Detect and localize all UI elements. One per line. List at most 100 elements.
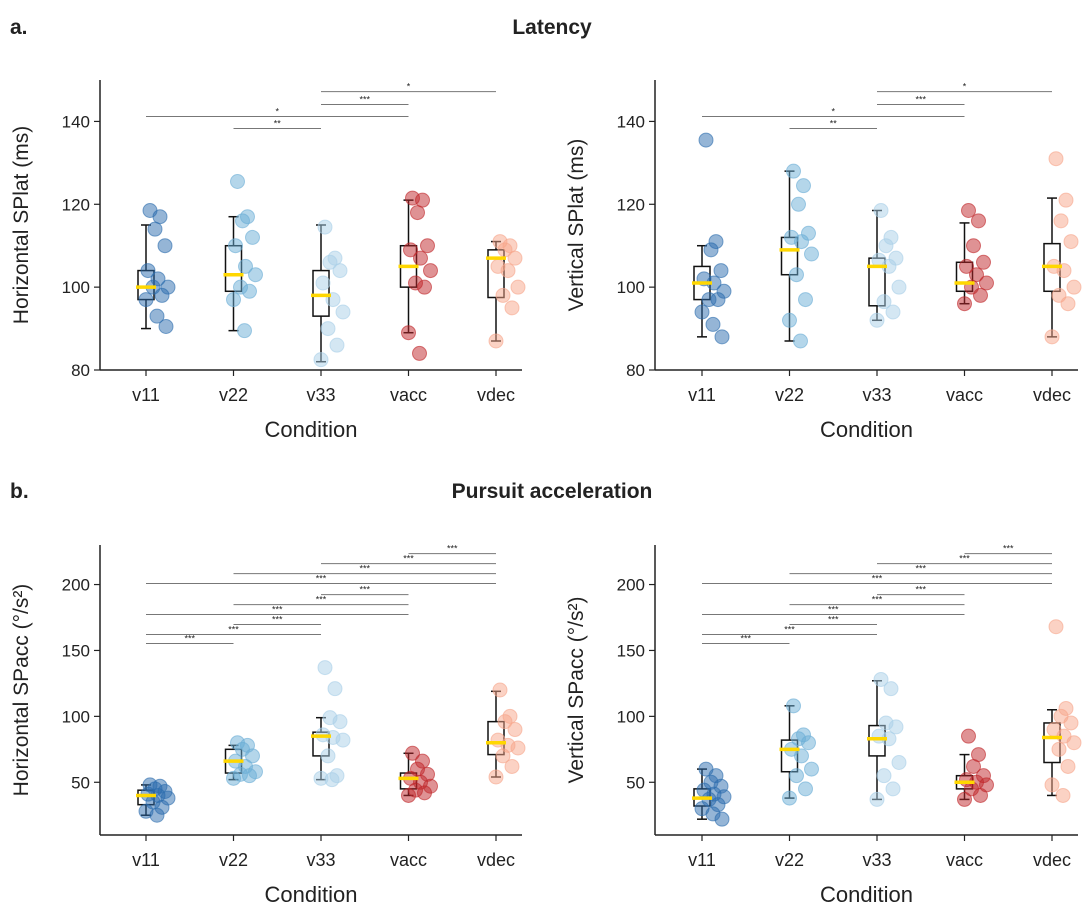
y-tick-label: 100 [62, 278, 90, 297]
data-point [798, 781, 813, 797]
significance-label: *** [915, 585, 926, 595]
data-point [415, 192, 430, 208]
significance-label: * [963, 82, 967, 92]
data-point [401, 787, 416, 803]
significance-label: *** [915, 94, 926, 104]
y-tick-label: 150 [62, 641, 90, 660]
data-point [1044, 777, 1060, 793]
data-point [507, 250, 523, 266]
data-point [327, 681, 343, 697]
data-point [973, 787, 988, 803]
data-point [417, 785, 432, 801]
y-tick-label: 150 [617, 641, 645, 660]
significance-label: * [831, 106, 835, 116]
data-point [510, 279, 526, 295]
section-title: Latency [512, 16, 592, 39]
y-tick-label: 100 [617, 707, 645, 726]
data-point [497, 714, 513, 730]
data-point [242, 768, 257, 784]
significance-label: *** [316, 595, 327, 605]
x-tick-label: vacc [390, 385, 427, 405]
data-point [698, 132, 714, 148]
data-point [320, 321, 336, 337]
data-point [804, 761, 819, 777]
section-letter: a. [10, 16, 28, 39]
data-point [1048, 151, 1064, 167]
data-point [332, 263, 348, 279]
data-point [789, 768, 804, 784]
data-point [237, 323, 252, 339]
data-point [714, 329, 730, 345]
data-point [313, 352, 329, 368]
x-tick-label: v22 [775, 850, 804, 870]
data-point [883, 681, 899, 697]
y-tick-label: 100 [62, 707, 90, 726]
x-tick-label: v33 [306, 385, 335, 405]
significance-label: *** [359, 94, 370, 104]
x-tick-label: vdec [477, 850, 515, 870]
y-tick-label: 200 [62, 576, 90, 595]
significance-label: *** [872, 595, 883, 605]
x-axis-label: Condition [820, 417, 913, 442]
x-tick-label: v33 [862, 385, 891, 405]
data-point [138, 292, 154, 308]
x-tick-label: v22 [219, 850, 248, 870]
data-point [798, 292, 813, 308]
x-tick-label: v11 [132, 385, 160, 405]
data-point [959, 258, 974, 274]
data-point [495, 287, 511, 303]
data-point [245, 229, 260, 245]
data-point [973, 287, 988, 303]
data-point [891, 755, 907, 770]
data-point [335, 732, 351, 748]
data-point [510, 740, 526, 756]
data-point [504, 758, 520, 774]
data-point [873, 671, 889, 687]
y-axis-label: Horizontal SPacc (°/s²) [10, 584, 33, 797]
x-tick-label: vacc [946, 850, 983, 870]
data-point [157, 238, 173, 254]
significance-label: *** [359, 585, 370, 595]
y-axis-label: Vertical SPacc (°/s²) [565, 597, 588, 784]
significance-label: *** [1003, 544, 1014, 554]
data-point [793, 333, 808, 349]
data-point [1058, 192, 1074, 208]
x-axis-label: Condition [265, 417, 358, 442]
significance-label: *** [872, 573, 883, 583]
y-tick-label: 80 [626, 361, 645, 380]
data-point [504, 300, 520, 316]
data-point [713, 263, 729, 279]
y-axis-label: Horizontal SPlat (ms) [10, 126, 33, 324]
y-tick-label: 120 [617, 195, 645, 214]
significance-label: *** [740, 633, 751, 643]
data-point [242, 283, 257, 299]
y-tick-label: 50 [71, 773, 90, 792]
data-point [885, 781, 901, 797]
data-point [317, 219, 333, 235]
data-point [1044, 329, 1060, 345]
data-point [961, 728, 976, 744]
data-point [488, 333, 504, 349]
data-point [230, 174, 245, 189]
data-point [423, 263, 438, 279]
x-tick-label: v33 [306, 850, 335, 870]
data-point [786, 163, 801, 179]
data-point [869, 312, 885, 328]
data-point [1060, 758, 1076, 774]
data-point [1053, 213, 1069, 229]
section-letter: b. [10, 480, 29, 503]
x-tick-label: vdec [1033, 385, 1071, 405]
data-point [320, 748, 336, 764]
data-point [154, 287, 170, 303]
x-tick-label: vacc [946, 385, 983, 405]
data-point [976, 254, 991, 270]
data-point [966, 758, 981, 774]
data-point [507, 722, 523, 738]
x-tick-label: vdec [1033, 850, 1071, 870]
significance-label: *** [784, 625, 795, 635]
x-tick-label: v11 [132, 850, 160, 870]
data-point [324, 772, 340, 788]
data-point [1060, 296, 1076, 312]
